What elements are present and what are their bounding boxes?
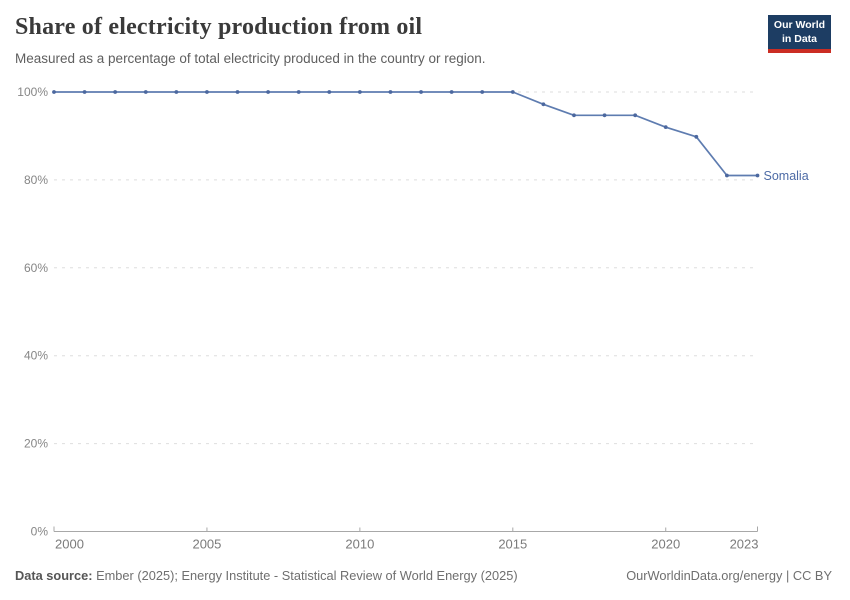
x-tick-label: 2010: [345, 537, 374, 552]
data-point[interactable]: [755, 173, 760, 178]
data-point[interactable]: [266, 90, 271, 94]
y-tick-label: 60%: [24, 261, 48, 275]
data-point[interactable]: [296, 90, 301, 94]
data-point[interactable]: [725, 173, 729, 178]
data-point[interactable]: [357, 90, 362, 94]
y-tick-label: 0%: [31, 525, 49, 539]
data-point[interactable]: [602, 113, 607, 118]
x-tick-label: 2023: [730, 537, 759, 552]
owid-logo[interactable]: Our World in Data: [768, 15, 831, 54]
data-point[interactable]: [633, 113, 638, 118]
data-point[interactable]: [52, 90, 56, 94]
entity-label[interactable]: Somalia: [764, 169, 809, 183]
page-title: Share of electricity production from oil: [15, 14, 423, 40]
y-tick-label: 100%: [17, 85, 48, 99]
data-point[interactable]: [235, 90, 240, 94]
data-point[interactable]: [388, 90, 393, 94]
x-tick-label: 2015: [498, 537, 527, 552]
owid-logo-line2: in Data: [781, 32, 817, 45]
data-point[interactable]: [113, 90, 118, 94]
data-point[interactable]: [480, 90, 485, 94]
datasource-label: Data source:: [15, 568, 93, 583]
x-tick-label: 2000: [55, 537, 84, 552]
attribution-note[interactable]: OurWorldinData.org/energy | CC BY: [626, 568, 832, 583]
datasource-note: Data source: Ember (2025); Energy Instit…: [15, 568, 518, 583]
datasource-text: Ember (2025); Energy Institute - Statist…: [96, 568, 518, 583]
chart-footer: Data source: Ember (2025); Energy Instit…: [15, 568, 832, 583]
data-point[interactable]: [419, 90, 423, 94]
data-point[interactable]: [449, 90, 454, 94]
data-point[interactable]: [541, 102, 546, 107]
data-point[interactable]: [572, 113, 576, 118]
owid-logo-text: Our World in Data: [768, 15, 831, 50]
data-point[interactable]: [694, 134, 699, 139]
x-tick-label: 2020: [651, 537, 680, 552]
data-point[interactable]: [205, 90, 209, 94]
data-point[interactable]: [327, 90, 332, 94]
y-tick-label: 40%: [24, 349, 48, 363]
data-point[interactable]: [82, 90, 87, 94]
x-tick-label: 2005: [192, 537, 221, 552]
y-tick-label: 20%: [24, 437, 48, 451]
data-point[interactable]: [510, 90, 515, 94]
y-tick-label: 80%: [24, 173, 48, 187]
owid-logo-line1: Our World: [773, 19, 826, 31]
data-line[interactable]: [54, 91, 758, 177]
data-point[interactable]: [143, 90, 148, 94]
data-point[interactable]: [663, 125, 668, 130]
owid-logo-redbar: [768, 49, 831, 54]
data-point[interactable]: [174, 90, 179, 94]
chart-subtitle: Measured as a percentage of total electr…: [15, 51, 486, 66]
